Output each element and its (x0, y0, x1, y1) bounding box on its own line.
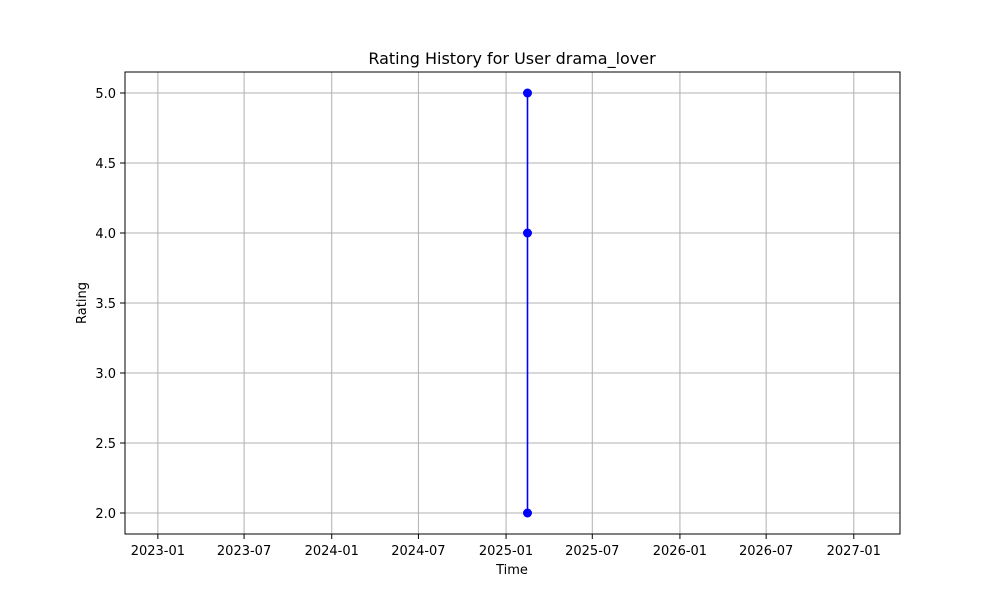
data-point (523, 88, 533, 98)
chart-title: Rating History for User drama_lover (368, 49, 656, 69)
data-point (523, 508, 533, 518)
plot-series (523, 88, 533, 518)
y-tick-label: 2.5 (95, 437, 116, 452)
y-tick-label: 4.5 (95, 157, 116, 172)
x-tick-label: 2024-07 (391, 544, 445, 559)
x-tick-label: 2023-01 (131, 544, 185, 559)
grid-lines (125, 72, 900, 534)
x-tick-label: 2027-01 (827, 544, 881, 559)
x-tick-label: 2025-01 (479, 544, 533, 559)
y-axis-label: Rating (75, 282, 90, 324)
x-axis-ticks: 2023-01 2023-07 2024-01 2024-07 2025-01 2025-… (131, 534, 881, 559)
x-tick-label: 2024-01 (305, 544, 359, 559)
y-tick-label: 3.0 (95, 367, 116, 382)
x-tick-label: 2023-07 (217, 544, 271, 559)
x-tick-label: 2025-07 (565, 544, 619, 559)
y-tick-label: 5.0 (95, 87, 116, 102)
x-tick-label: 2026-01 (653, 544, 707, 559)
x-tick-label: 2026-07 (739, 544, 793, 559)
y-tick-label: 4.0 (95, 227, 116, 242)
x-axis-label: Time (495, 563, 528, 578)
y-axis-ticks: 2.0 2.5 3.0 3.5 4.0 4.5 5.0 (95, 87, 125, 522)
y-tick-label: 3.5 (95, 297, 116, 312)
y-tick-label: 2.0 (95, 507, 116, 522)
data-point (523, 228, 533, 238)
